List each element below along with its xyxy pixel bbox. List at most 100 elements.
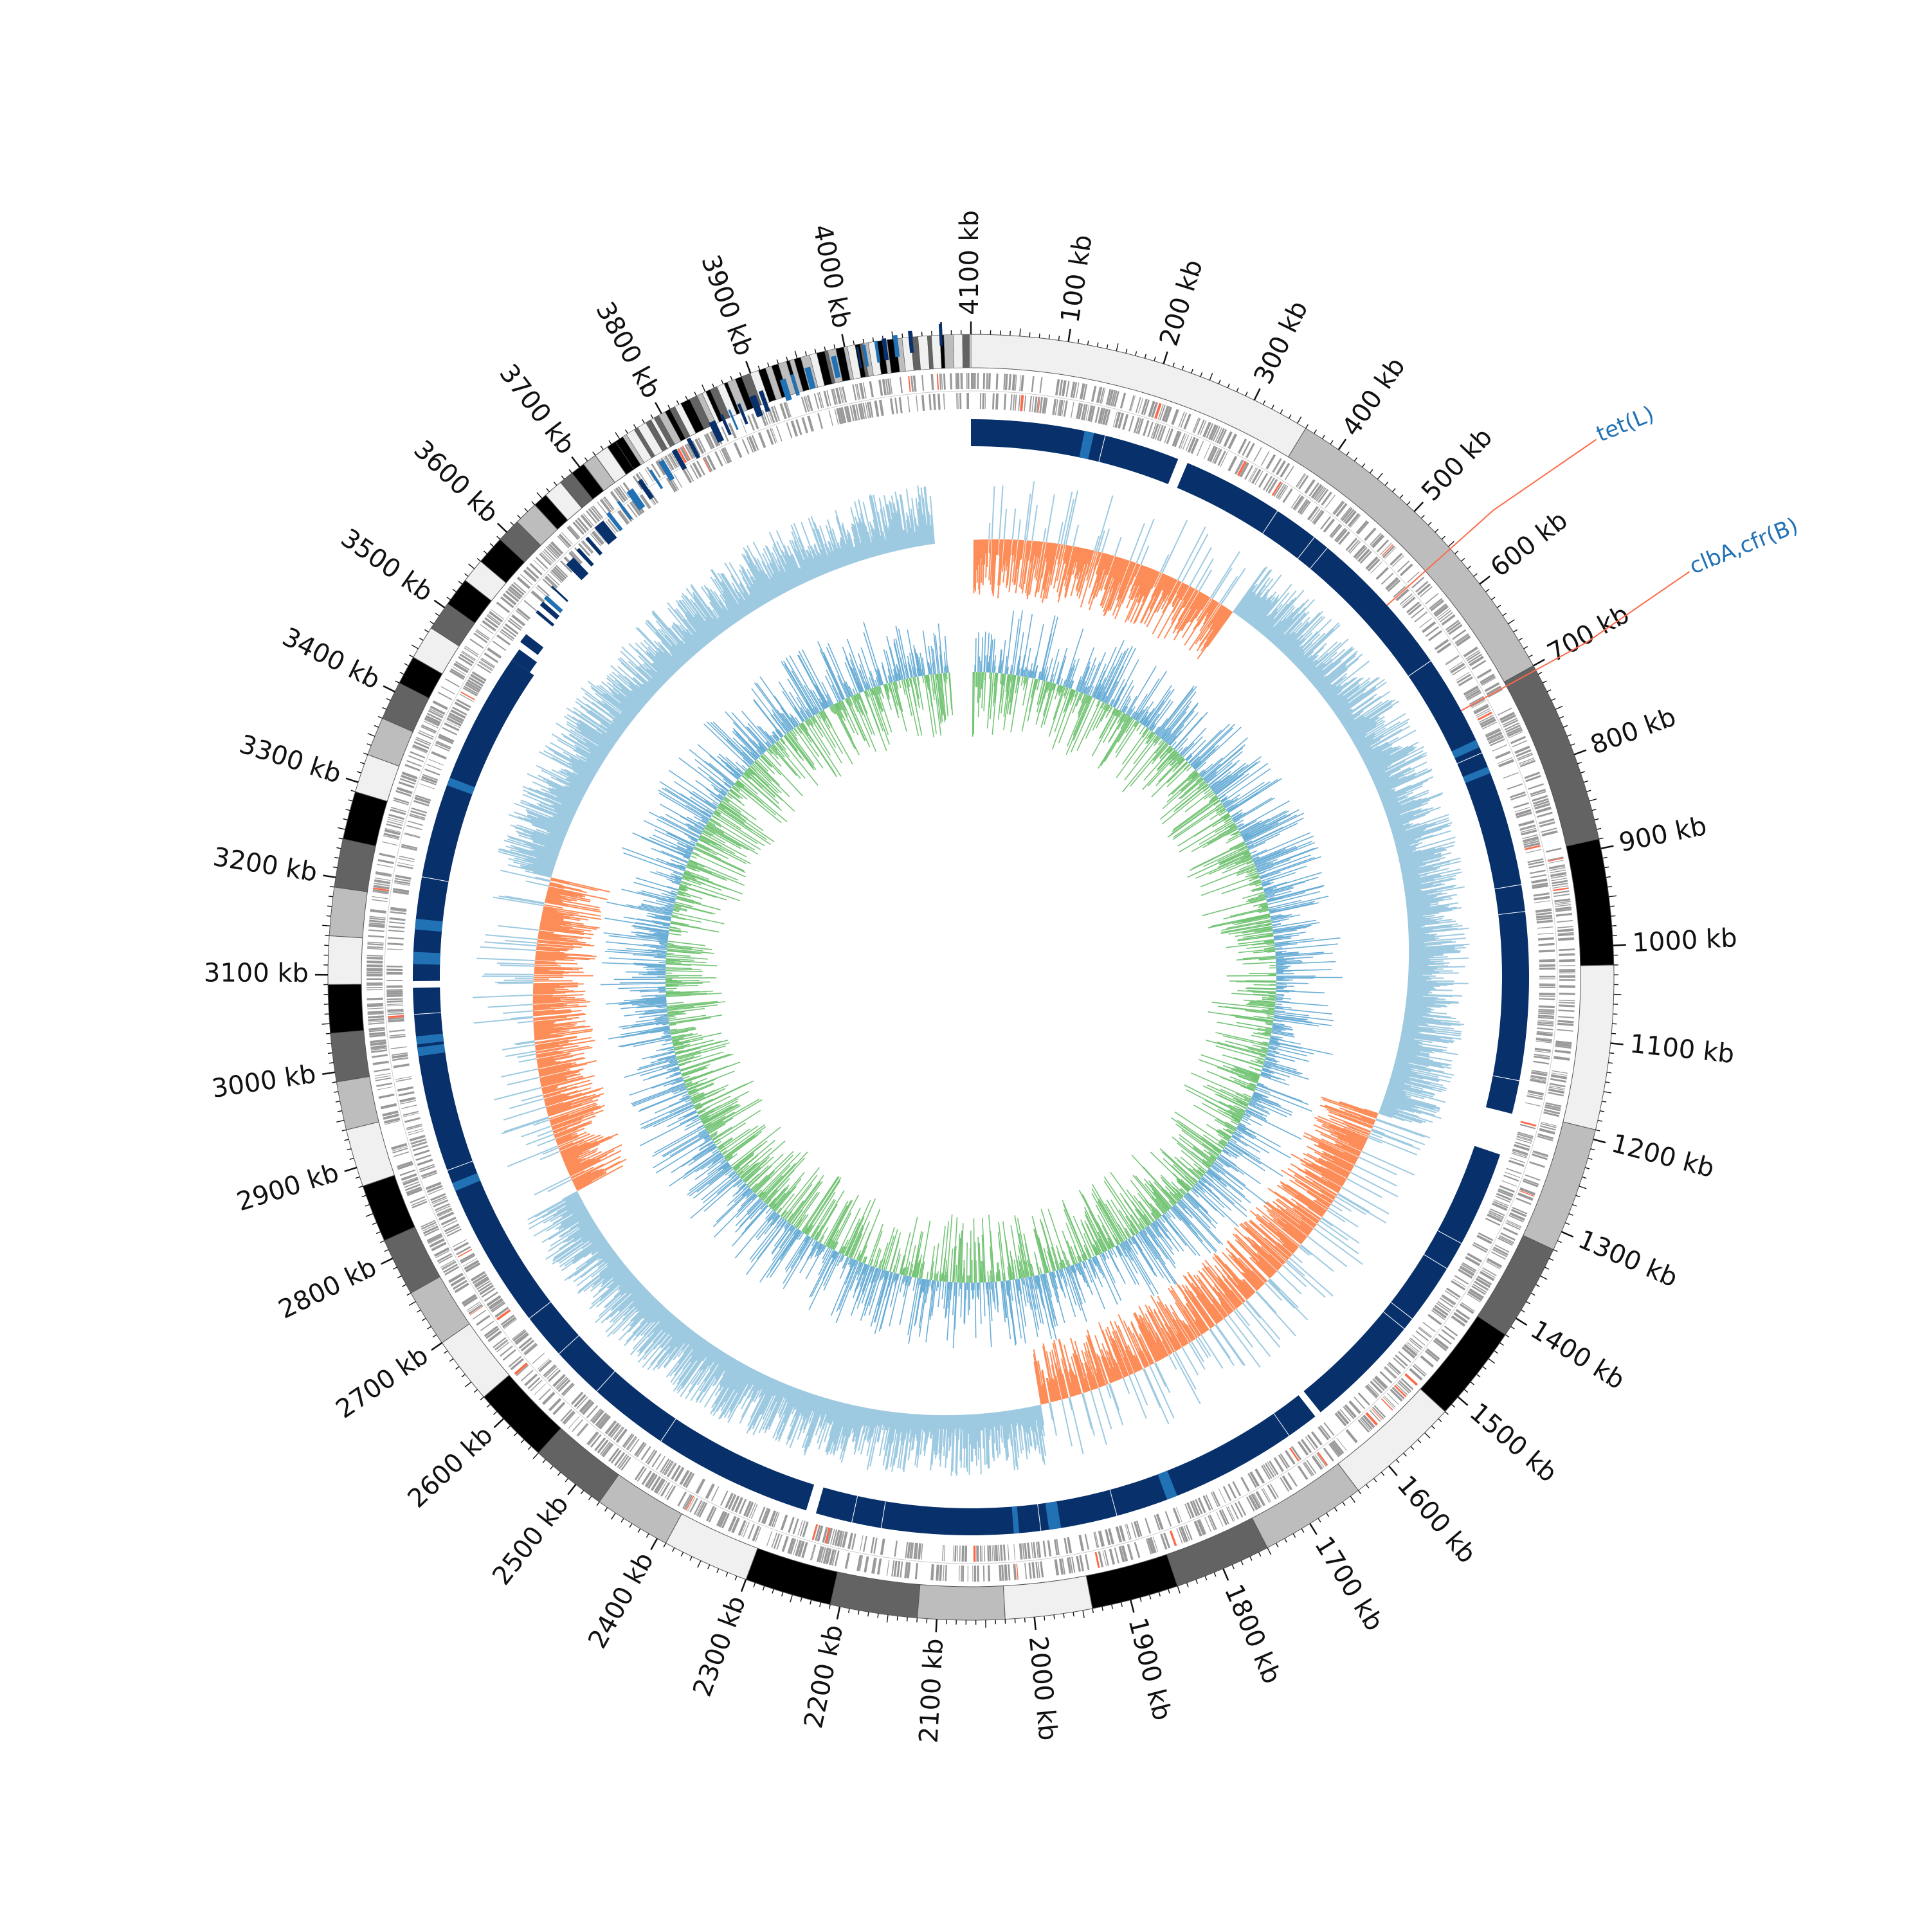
tick-mark: [349, 800, 353, 801]
gene-feature: [1261, 451, 1270, 465]
gc-skew-bar: [1256, 1291, 1276, 1313]
tick-label: 1500 kb: [1464, 1397, 1563, 1488]
gene-feature: [1537, 926, 1553, 928]
gc-skew-bar: [967, 1414, 968, 1472]
gc-skew-bar: [1195, 559, 1213, 590]
tick-mark: [1310, 1524, 1317, 1535]
gene-feature: [993, 1545, 995, 1561]
tick-mark: [1145, 354, 1146, 359]
gene-feature: [537, 584, 550, 596]
tick-mark: [1442, 536, 1445, 539]
gene-feature: [781, 1515, 788, 1531]
gene-feature: [1409, 1337, 1423, 1348]
gene-feature: [391, 1046, 407, 1049]
gene-feature: [987, 1546, 989, 1562]
gc-skew-bar: [977, 1414, 978, 1441]
tick-mark: [1088, 341, 1089, 345]
gene-feature: [431, 751, 447, 759]
gc-skew-bar: [534, 980, 573, 981]
tick-mark: [694, 392, 696, 395]
gene-feature: [1503, 1175, 1519, 1182]
tick-mark: [1227, 384, 1229, 388]
gene-feature: [1538, 937, 1554, 941]
tick-mark: [615, 432, 620, 438]
gene-feature: [428, 759, 444, 765]
tick-mark: [1327, 1513, 1329, 1517]
gc-skew-bar: [1162, 520, 1187, 573]
tick-mark: [1589, 799, 1597, 801]
tick-mark: [1073, 1612, 1074, 1616]
tick-mark: [422, 1318, 426, 1321]
tick-mark: [1557, 1241, 1561, 1243]
tick-mark: [1232, 1565, 1234, 1569]
gene-feature: [939, 1565, 942, 1581]
tick-mark: [1435, 529, 1438, 532]
gene-feature: [943, 1565, 944, 1581]
tick-mark: [1531, 1293, 1535, 1295]
tick-mark: [837, 1607, 840, 1620]
alignment-block: [1177, 463, 1529, 1114]
gc-skew-bar: [1334, 1200, 1352, 1211]
gene-feature: [974, 1546, 976, 1562]
gene-feature: [900, 377, 903, 393]
gc-skew-bar: [507, 1146, 557, 1166]
tick-label: 1600 kb: [1391, 1470, 1481, 1569]
gene-feature: [953, 1546, 954, 1562]
tick-mark: [1607, 1072, 1611, 1073]
tick-mark: [365, 1205, 370, 1206]
tick-label: 3300 kb: [236, 729, 345, 789]
contig-segment: [970, 334, 971, 368]
tick-mark: [735, 1576, 737, 1580]
gene-feature: [476, 629, 490, 640]
gc-skew-bar: [533, 995, 553, 996]
tick-mark: [1604, 1092, 1611, 1093]
tick-mark: [1609, 896, 1617, 897]
gene-feature: [1183, 413, 1191, 429]
tick-mark: [1385, 482, 1388, 485]
tick-mark: [664, 1543, 666, 1547]
gene-feature: [1526, 1095, 1543, 1100]
gc-skew-bar: [1212, 568, 1232, 599]
tick-mark: [698, 1560, 701, 1567]
gene-feature: [1024, 1563, 1027, 1579]
tick-label: 2200 kb: [799, 1622, 849, 1731]
tick-label: 600 kb: [1485, 505, 1573, 583]
gene-feature: [1539, 968, 1555, 970]
tick-mark: [1025, 1618, 1026, 1623]
tick-mark: [458, 581, 462, 584]
gene-feature: [1503, 772, 1519, 779]
tick-mark: [1516, 1318, 1527, 1325]
tick-mark: [1552, 699, 1555, 701]
gene-feature: [541, 552, 553, 564]
gene-feature: [529, 563, 542, 575]
tick-mark: [1555, 706, 1562, 709]
contig-segment: [336, 1076, 379, 1130]
tick-mark: [581, 1490, 583, 1494]
tick-mark: [829, 1605, 831, 1609]
tick-label: 4000 kb: [807, 222, 856, 330]
gene-feature: [1520, 760, 1535, 767]
gc-skew-bar: [1347, 1178, 1382, 1197]
tick-label: 3100 kb: [204, 958, 309, 988]
gene-feature: [414, 1150, 430, 1156]
gene-feature: [1553, 894, 1570, 897]
gene-feature: [959, 1566, 960, 1582]
gene-feature: [959, 393, 961, 409]
gene-feature: [992, 393, 995, 410]
gc-skew-bar: [1189, 1343, 1205, 1369]
tick-mark: [1354, 458, 1357, 462]
gc-skew-bar: [1191, 1342, 1204, 1362]
gene-feature: [586, 1431, 598, 1445]
tick-mark: [824, 347, 826, 351]
gene-feature: [1227, 1506, 1235, 1521]
tick-mark: [572, 457, 579, 467]
tick-mark: [1363, 464, 1365, 467]
tick-mark: [484, 551, 487, 554]
gene-feature: [943, 374, 946, 390]
gene-feature: [1559, 965, 1575, 966]
gene-feature: [1020, 395, 1024, 411]
gene-feature: [1559, 969, 1575, 971]
gene-feature: [1411, 608, 1424, 618]
tick-mark: [1343, 1502, 1345, 1506]
tick-mark: [1396, 1459, 1399, 1463]
